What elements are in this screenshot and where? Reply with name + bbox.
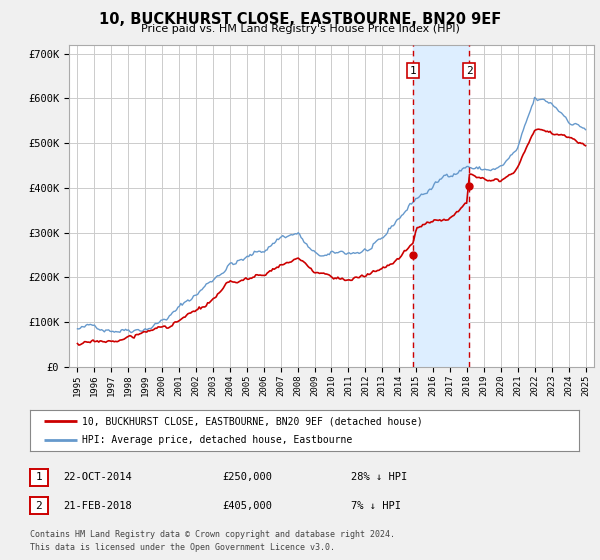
Text: 1: 1 <box>410 66 416 76</box>
Text: 10, BUCKHURST CLOSE, EASTBOURNE, BN20 9EF: 10, BUCKHURST CLOSE, EASTBOURNE, BN20 9E… <box>99 12 501 27</box>
Text: £405,000: £405,000 <box>222 501 272 511</box>
Text: 28% ↓ HPI: 28% ↓ HPI <box>351 472 407 482</box>
Text: 2: 2 <box>466 66 473 76</box>
Text: HPI: Average price, detached house, Eastbourne: HPI: Average price, detached house, East… <box>82 435 352 445</box>
Bar <box>413 45 469 367</box>
Text: 7% ↓ HPI: 7% ↓ HPI <box>351 501 401 511</box>
Text: 21-FEB-2018: 21-FEB-2018 <box>63 501 132 511</box>
Text: £250,000: £250,000 <box>222 472 272 482</box>
Text: 10, BUCKHURST CLOSE, EASTBOURNE, BN20 9EF (detached house): 10, BUCKHURST CLOSE, EASTBOURNE, BN20 9E… <box>82 417 423 426</box>
Text: 1: 1 <box>35 472 43 482</box>
Text: Contains HM Land Registry data © Crown copyright and database right 2024.: Contains HM Land Registry data © Crown c… <box>30 530 395 539</box>
Text: 2: 2 <box>35 501 43 511</box>
Text: This data is licensed under the Open Government Licence v3.0.: This data is licensed under the Open Gov… <box>30 543 335 552</box>
Text: 22-OCT-2014: 22-OCT-2014 <box>63 472 132 482</box>
Text: Price paid vs. HM Land Registry's House Price Index (HPI): Price paid vs. HM Land Registry's House … <box>140 24 460 34</box>
